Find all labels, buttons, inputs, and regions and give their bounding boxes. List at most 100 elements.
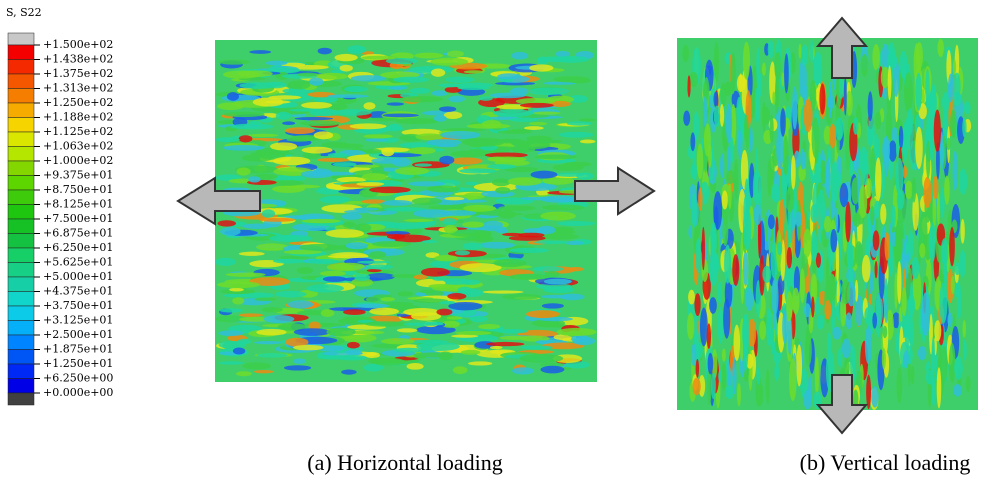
field-speckle — [737, 383, 741, 406]
field-speckle — [438, 83, 462, 87]
field-speckle — [217, 220, 236, 226]
field-speckle — [327, 94, 369, 98]
legend-band — [8, 379, 34, 394]
field-speckle — [896, 367, 902, 403]
field-speckle — [346, 242, 368, 249]
field-speckle — [743, 329, 748, 370]
caption: (b) Vertical loading — [800, 450, 971, 475]
field-speckle — [926, 141, 930, 179]
field-speckle — [563, 162, 592, 167]
field-speckle — [726, 104, 732, 144]
field-speckle — [382, 200, 413, 206]
field-speckle — [865, 326, 872, 364]
field-speckle — [254, 298, 276, 301]
legend-band — [8, 89, 34, 104]
field-speckle — [774, 363, 779, 381]
field-speckle — [316, 73, 348, 80]
field-speckle — [422, 240, 438, 243]
field-speckle — [771, 184, 780, 203]
field-speckle — [362, 173, 387, 181]
field-speckle — [882, 137, 890, 164]
field-speckle — [352, 331, 385, 335]
field-speckle — [233, 347, 245, 354]
field-speckle — [873, 230, 880, 251]
field-speckle — [439, 106, 456, 111]
field-speckle — [722, 190, 728, 209]
field-speckle — [795, 211, 802, 226]
legend-label: +8.750e+01 — [43, 183, 113, 196]
field-speckle — [696, 359, 699, 378]
field-speckle — [953, 151, 958, 191]
field-speckle — [473, 236, 494, 242]
field-speckle — [888, 66, 892, 101]
field-speckle — [497, 130, 532, 134]
field-speckle — [725, 385, 734, 399]
field-speckle — [697, 143, 703, 179]
field-speckle — [323, 276, 347, 282]
field-speckle — [364, 149, 382, 154]
field-speckle — [743, 207, 751, 250]
legend-label: +5.000e+01 — [43, 270, 113, 283]
field-speckle — [758, 73, 762, 97]
field-speckle — [768, 40, 774, 58]
field-speckle — [691, 193, 697, 227]
field-speckle — [884, 278, 887, 305]
field-speckle — [444, 197, 464, 201]
field-speckle — [431, 69, 445, 77]
field-speckle — [461, 350, 481, 355]
field-speckle — [226, 272, 266, 276]
field-speckle — [302, 219, 341, 223]
field-speckle — [297, 73, 319, 77]
legend-label: +1.250e+02 — [43, 96, 113, 109]
field-speckle — [805, 333, 812, 366]
field-speckle — [217, 102, 244, 110]
field-speckle — [937, 192, 940, 225]
field-speckle — [687, 313, 694, 340]
field-speckle — [537, 226, 555, 235]
field-speckle — [723, 298, 730, 338]
field-speckle — [257, 353, 288, 358]
field-speckle — [941, 346, 948, 383]
field-speckle — [528, 87, 569, 95]
legend-label: +1.438e+02 — [43, 53, 113, 66]
field-speckle — [217, 281, 260, 288]
field-speckle — [347, 342, 360, 349]
field-speckle — [273, 259, 304, 264]
field-speckle — [780, 108, 786, 137]
field-speckle — [572, 337, 595, 345]
field-speckle — [756, 367, 760, 384]
field-speckle — [900, 51, 908, 79]
field-speckle — [232, 297, 244, 304]
field-speckle — [533, 111, 561, 114]
field-speckle — [463, 243, 484, 250]
field-speckle — [796, 344, 802, 386]
field-speckle — [953, 384, 962, 396]
field-speckle — [218, 330, 243, 336]
field-speckle — [904, 72, 913, 113]
field-speckle — [845, 201, 851, 242]
field-speckle — [728, 182, 732, 210]
field-speckle — [414, 163, 432, 166]
legend-label: +7.500e+01 — [43, 212, 113, 225]
field-speckle — [542, 204, 585, 210]
field-speckle — [882, 348, 886, 369]
field-speckle — [239, 135, 253, 142]
field-speckle — [693, 378, 701, 396]
field-speckle — [404, 219, 434, 222]
field-speckle — [242, 362, 271, 369]
field-speckle — [509, 248, 549, 253]
field-speckle — [875, 157, 881, 201]
field-speckle — [335, 54, 358, 61]
field-speckle — [753, 204, 761, 225]
field-speckle — [223, 112, 264, 117]
field-speckle — [273, 157, 311, 166]
field-speckle — [947, 313, 952, 328]
field-speckle — [320, 196, 351, 204]
field-speckle — [284, 365, 311, 370]
field-speckle — [458, 287, 472, 294]
field-speckle — [436, 309, 452, 316]
field-speckle — [509, 274, 550, 280]
field-speckle — [713, 92, 718, 108]
field-speckle — [714, 106, 720, 128]
field-speckle — [393, 77, 429, 83]
